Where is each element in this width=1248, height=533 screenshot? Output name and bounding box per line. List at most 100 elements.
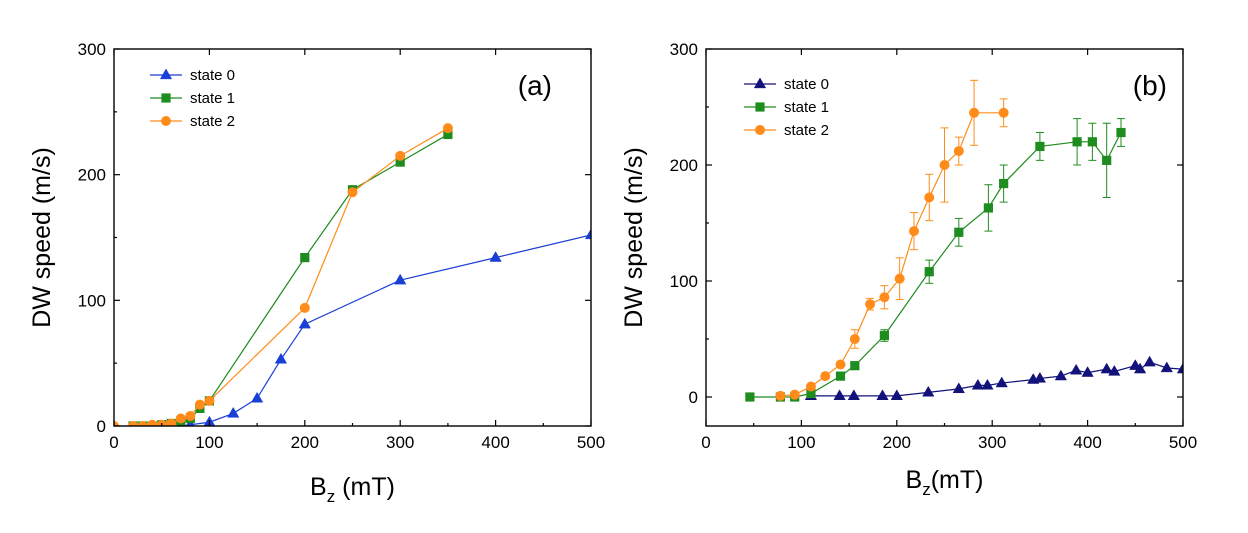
panel-a-y-tick-label: 0 <box>97 417 106 436</box>
panel-b-series-1 <box>745 118 1126 402</box>
panel-b: state 0 state 1 state 2 0 100 200 300 400 500 0 1… <box>620 40 1197 499</box>
panel-b-series-2-point <box>820 371 831 382</box>
panel-b-legend-label-2: state 2 <box>784 122 829 139</box>
panel-b-series-1-point <box>1102 155 1112 165</box>
panel-a-legend-label-1: state 1 <box>190 90 235 107</box>
panel-a-series-2-point <box>204 395 215 406</box>
panel-b-series-0-point <box>847 389 861 400</box>
panel-b-series-2-point <box>998 107 1009 118</box>
panel-a-series-0-line <box>180 234 591 426</box>
panel-b-series-2-point <box>879 292 890 303</box>
panel-b-series-0-line <box>810 361 1183 397</box>
panel-a-series-1-point <box>395 157 405 167</box>
panel-a-y-tick-label: 200 <box>78 166 106 185</box>
panel-b-series-0-point <box>1033 371 1047 383</box>
panel-b-series-0-point <box>1054 369 1068 381</box>
panel-b-series-2-point <box>835 359 846 370</box>
panel-a-series-2-point <box>347 187 358 198</box>
panel-b-x-tick-label: 100 <box>787 433 815 452</box>
panel-b-series-0-point <box>981 378 994 390</box>
panel-b-y-tick-label: 200 <box>670 156 698 175</box>
panel-a-series-1-point <box>443 129 453 140</box>
panel-b-series-1-line <box>749 132 1122 398</box>
panel-a-xlabel-main: B <box>310 473 327 501</box>
panel-b-series-2-point <box>894 273 905 284</box>
panel-b-series-0-point <box>952 382 965 394</box>
panel-a: state 0 state 1 state 2 0 100 200 300 400 500 0 1… <box>28 40 605 506</box>
panel-b-series-2-point <box>775 390 786 401</box>
panel-b-series-2-point <box>789 389 800 400</box>
panel-a-x-tick-label: 0 <box>109 433 118 452</box>
panel-b-series-2-point <box>908 226 919 237</box>
panel-b-x-tick-label: 500 <box>1169 433 1197 452</box>
panel-b-series-1-point <box>999 178 1009 189</box>
panel-b-ylabel: DW speed (m/s) <box>620 147 648 328</box>
panel-a-legend-marker-2 <box>161 116 171 126</box>
panel-b-series-1-point <box>954 227 964 237</box>
panel-b-legend-marker-1 <box>755 102 765 112</box>
panel-b-series-2-point <box>865 299 876 310</box>
panel-a-series-2-point <box>299 302 310 313</box>
panel-b-legend-label-0: state 0 <box>784 76 829 93</box>
panel-a-series-2-point <box>175 413 186 424</box>
panel-a-x-tick-label: 100 <box>195 433 223 452</box>
panel-a-y-tick-label: 100 <box>78 291 106 310</box>
panel-b-series-1-point <box>924 267 934 277</box>
panel-b-series-1-point <box>850 361 860 371</box>
panel-a-series-0-point <box>298 317 311 329</box>
panel-b-series-0-point <box>1070 363 1083 375</box>
panel-a-x-tick-label: 300 <box>386 433 414 452</box>
panel-b-series-0-point <box>1100 362 1113 374</box>
panel-a-series-0-point <box>489 251 502 262</box>
panel-a-series-2-point <box>395 150 406 161</box>
panel-b-series-2-point <box>969 107 980 118</box>
panel-b-series-0-point <box>971 378 985 390</box>
panel-b-series-1-point <box>1116 127 1126 138</box>
panel-b-legend-marker-2 <box>755 125 765 135</box>
panel-b-series-2-point <box>849 334 860 344</box>
panel-a-series-2-point <box>147 419 158 426</box>
panel-a-series-2-point <box>137 421 148 426</box>
panel-b-legend: state 0 state 1 state 2 <box>744 76 829 139</box>
panel-a-ylabel: DW speed (m/s) <box>28 147 56 328</box>
panel-b-legend-marker-0 <box>753 77 767 89</box>
panel-b-series-0-point <box>1133 362 1147 374</box>
panel-a-axes: 0 100 200 300 400 500 0 100 200 300 <box>78 40 606 452</box>
panel-b-series <box>745 79 1183 402</box>
panel-a-series-2-point <box>128 421 139 426</box>
panel-a-series-1-point <box>300 253 310 263</box>
panel-a-legend-marker-0 <box>159 68 173 80</box>
panel-a-series-2-point <box>185 410 196 421</box>
panel-a-series-0-point <box>584 228 591 240</box>
panel-b-series-1-point <box>745 392 755 402</box>
panel-b-xlabel-unit: (mT) <box>931 466 984 494</box>
panel-b-series-0-point <box>1160 361 1173 373</box>
panel-b-y-tick-label: 0 <box>689 388 698 407</box>
panel-a-series-0-point <box>274 352 288 364</box>
panel-a-legend-label-0: state 0 <box>190 67 235 84</box>
panel-b-label: (b) <box>1133 70 1167 101</box>
panel-a-x-tick-label: 200 <box>291 433 319 452</box>
panel-a-series <box>114 123 591 426</box>
panel-a-series-2-point <box>194 399 205 410</box>
panel-b-series-0-point <box>1081 366 1094 377</box>
panel-a-series-0 <box>177 228 591 426</box>
panel-a-series-0-point <box>250 391 264 403</box>
panel-a-axes-frame <box>113 48 592 427</box>
panel-b-axes-frame <box>705 48 1184 427</box>
panel-b-series-0-point <box>1176 362 1183 374</box>
panel-a-legend-label-2: state 2 <box>190 113 235 130</box>
panel-a-xlabel-sub: z <box>327 487 336 506</box>
panel-b-series-0-point <box>1108 364 1121 376</box>
panel-b-series-1-point <box>835 371 846 381</box>
panel-a-series-2-point <box>156 419 167 426</box>
panel-a-legend-marker-1 <box>161 93 171 103</box>
panel-a-label: (a) <box>518 70 552 101</box>
panel-b-series-1-point <box>1087 137 1097 147</box>
panel-a-series-2-point <box>166 418 177 426</box>
panel-b-series-2 <box>775 79 1009 401</box>
panel-b-y-tick-label: 100 <box>670 272 698 291</box>
panel-b-x-tick-label: 400 <box>1073 433 1101 452</box>
panel-b-x-tick-label: 200 <box>883 433 911 452</box>
